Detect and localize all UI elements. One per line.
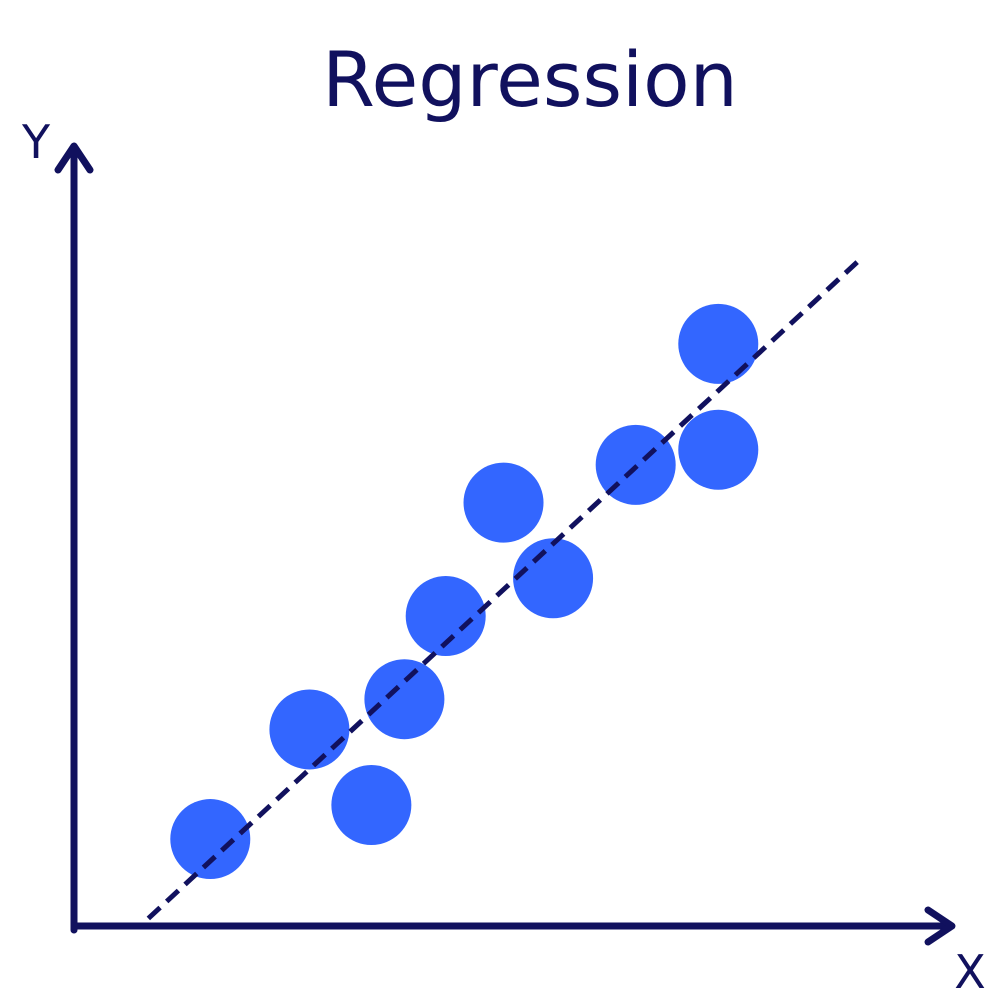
axes — [54, 142, 956, 946]
x-axis-label: X — [954, 945, 986, 999]
data-point-10 — [678, 303, 759, 384]
regression-line — [146, 258, 861, 921]
data-points — [170, 303, 759, 880]
data-point-9 — [678, 409, 759, 490]
data-point-4 — [364, 659, 445, 740]
regression-line-group — [146, 258, 861, 921]
data-point-1 — [170, 799, 251, 880]
y-axis-arrowhead — [54, 142, 94, 174]
data-point-5 — [405, 576, 486, 657]
y-axis-label: Y — [21, 115, 51, 169]
chart-title: Regression — [322, 35, 738, 124]
data-point-7 — [513, 538, 594, 619]
data-point-3 — [331, 765, 412, 846]
x-axis-arrowhead — [924, 906, 956, 946]
data-point-6 — [463, 462, 544, 543]
data-point-2 — [269, 689, 350, 770]
